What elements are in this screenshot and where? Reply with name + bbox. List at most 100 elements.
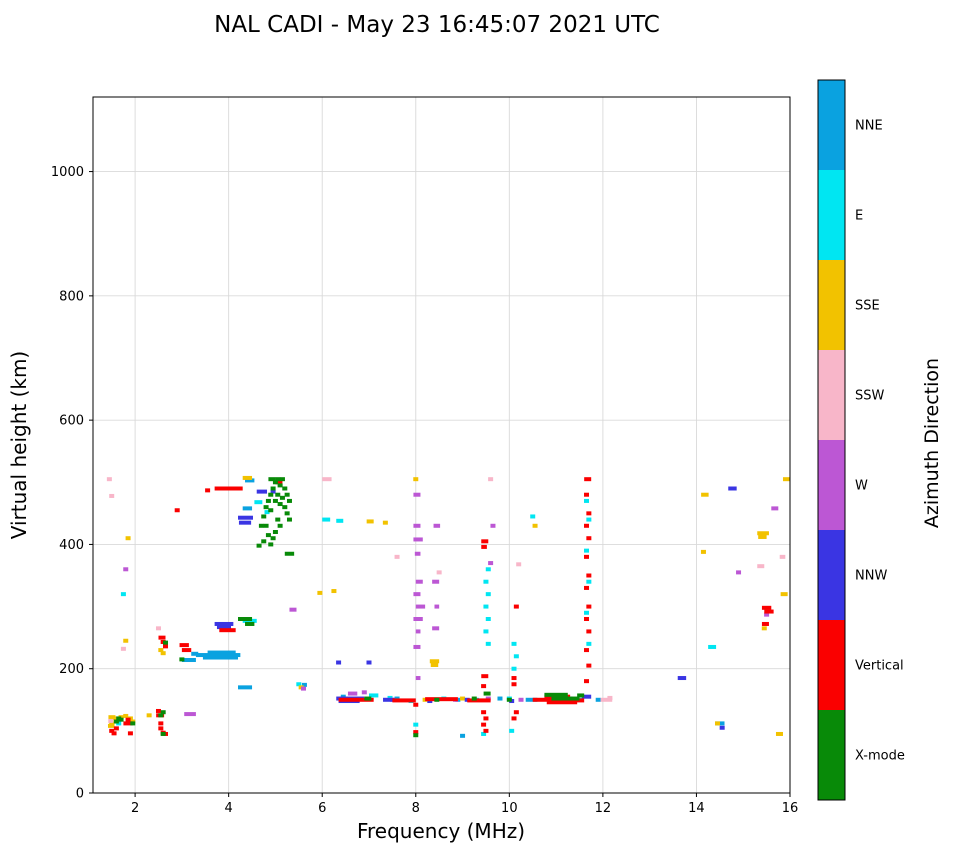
point-vertical [123, 721, 133, 726]
point-sse [700, 549, 706, 554]
point-x-mode [265, 533, 271, 538]
point-nne [238, 685, 253, 690]
point-vertical [532, 697, 557, 702]
colorbar-label: NNW [855, 569, 887, 584]
point-vertical [546, 700, 578, 705]
point-vertical [174, 508, 180, 513]
point-nnw [383, 697, 395, 702]
point-e [264, 510, 270, 515]
point-e [586, 641, 592, 646]
colorbar-segment-vertical [818, 620, 845, 711]
point-x-mode [179, 657, 185, 662]
point-ssw [106, 477, 112, 482]
point-x-mode [282, 486, 288, 491]
point-x-mode [268, 542, 274, 547]
point-vertical [481, 722, 487, 727]
point-nne [191, 651, 199, 656]
point-x-mode [284, 551, 295, 556]
point-e [481, 731, 487, 736]
point-w [413, 492, 421, 497]
point-ssw [516, 562, 522, 567]
point-e [586, 579, 592, 584]
x-tick-label: 6 [318, 801, 326, 816]
point-nnw [270, 489, 276, 494]
point-sse [331, 589, 337, 594]
chart-title: NAL CADI - May 23 16:45:07 2021 UTC [214, 12, 660, 38]
point-vertical [586, 663, 592, 668]
point-sse [430, 662, 439, 667]
point-e [485, 567, 491, 572]
point-vertical [425, 697, 458, 702]
point-w [764, 612, 770, 617]
colorbar-label: SSW [855, 389, 885, 404]
point-ssw [155, 626, 161, 631]
y-tick-label: 0 [76, 787, 84, 802]
point-vertical [413, 702, 419, 707]
x-tick-label: 10 [501, 801, 518, 816]
point-vertical [764, 609, 774, 614]
y-tick-label: 400 [59, 538, 84, 553]
point-e [708, 644, 717, 649]
point-x-mode [364, 696, 372, 701]
point-e [530, 514, 536, 519]
point-sse [242, 475, 253, 480]
point-nne [497, 696, 503, 701]
point-x-mode [160, 731, 166, 736]
point-x-mode [268, 477, 276, 482]
point-x-mode [245, 621, 255, 626]
point-e [485, 641, 491, 646]
point-nnw [216, 625, 231, 630]
point-vertical [158, 635, 166, 640]
point-ssw [120, 646, 126, 651]
point-sse [460, 696, 466, 701]
point-ssw [322, 477, 332, 482]
point-w [488, 561, 494, 566]
point-e [509, 728, 515, 733]
point-x-mode [413, 733, 419, 738]
point-vertical [163, 644, 169, 649]
point-ssw [488, 477, 494, 482]
colorbar-label: X-mode [855, 749, 905, 764]
point-vertical [481, 710, 487, 715]
colorbar-frame [817, 79, 846, 801]
colorbar-layer: NNE E SSE SSW W NNW Vertical X-mode [817, 79, 905, 801]
point-w [123, 567, 129, 572]
x-tick-label: 14 [688, 801, 705, 816]
point-x-mode [506, 697, 512, 702]
point-vertical [586, 536, 592, 541]
point-x-mode [158, 713, 164, 718]
point-e [120, 592, 126, 597]
point-nnw [728, 486, 737, 491]
y-axis-label: Virtual height (km) [7, 351, 31, 540]
point-e [483, 629, 489, 634]
point-vertical [127, 731, 133, 736]
x-tick-label: 2 [131, 801, 139, 816]
point-e [296, 682, 302, 687]
point-sse [366, 519, 374, 524]
point-ssw [108, 718, 114, 723]
point-vertical [584, 492, 590, 497]
plot-frame [92, 96, 791, 794]
point-vertical [511, 716, 517, 721]
point-x-mode [261, 539, 267, 544]
point-vertical [513, 710, 519, 715]
y-tick-label: 600 [59, 414, 84, 429]
colorbar-label: SSE [855, 299, 880, 314]
point-vertical [158, 726, 164, 731]
point-vertical [113, 726, 119, 731]
point-x-mode [275, 517, 281, 522]
point-vertical [467, 698, 491, 703]
point-ssw [600, 697, 613, 702]
point-sse [317, 590, 323, 595]
point-x-mode [272, 498, 278, 503]
point-sse [701, 492, 709, 497]
x-tick-label: 4 [225, 801, 233, 816]
colorbar-segment-nne [818, 80, 845, 171]
colorbar-label: E [855, 209, 863, 224]
point-nne [595, 697, 601, 702]
axis-layer: 2 4 6 8 10 12 14 16 0 200 400 600 800 1000 [51, 96, 798, 816]
point-nnw [214, 621, 234, 626]
point-nnw [581, 694, 592, 699]
